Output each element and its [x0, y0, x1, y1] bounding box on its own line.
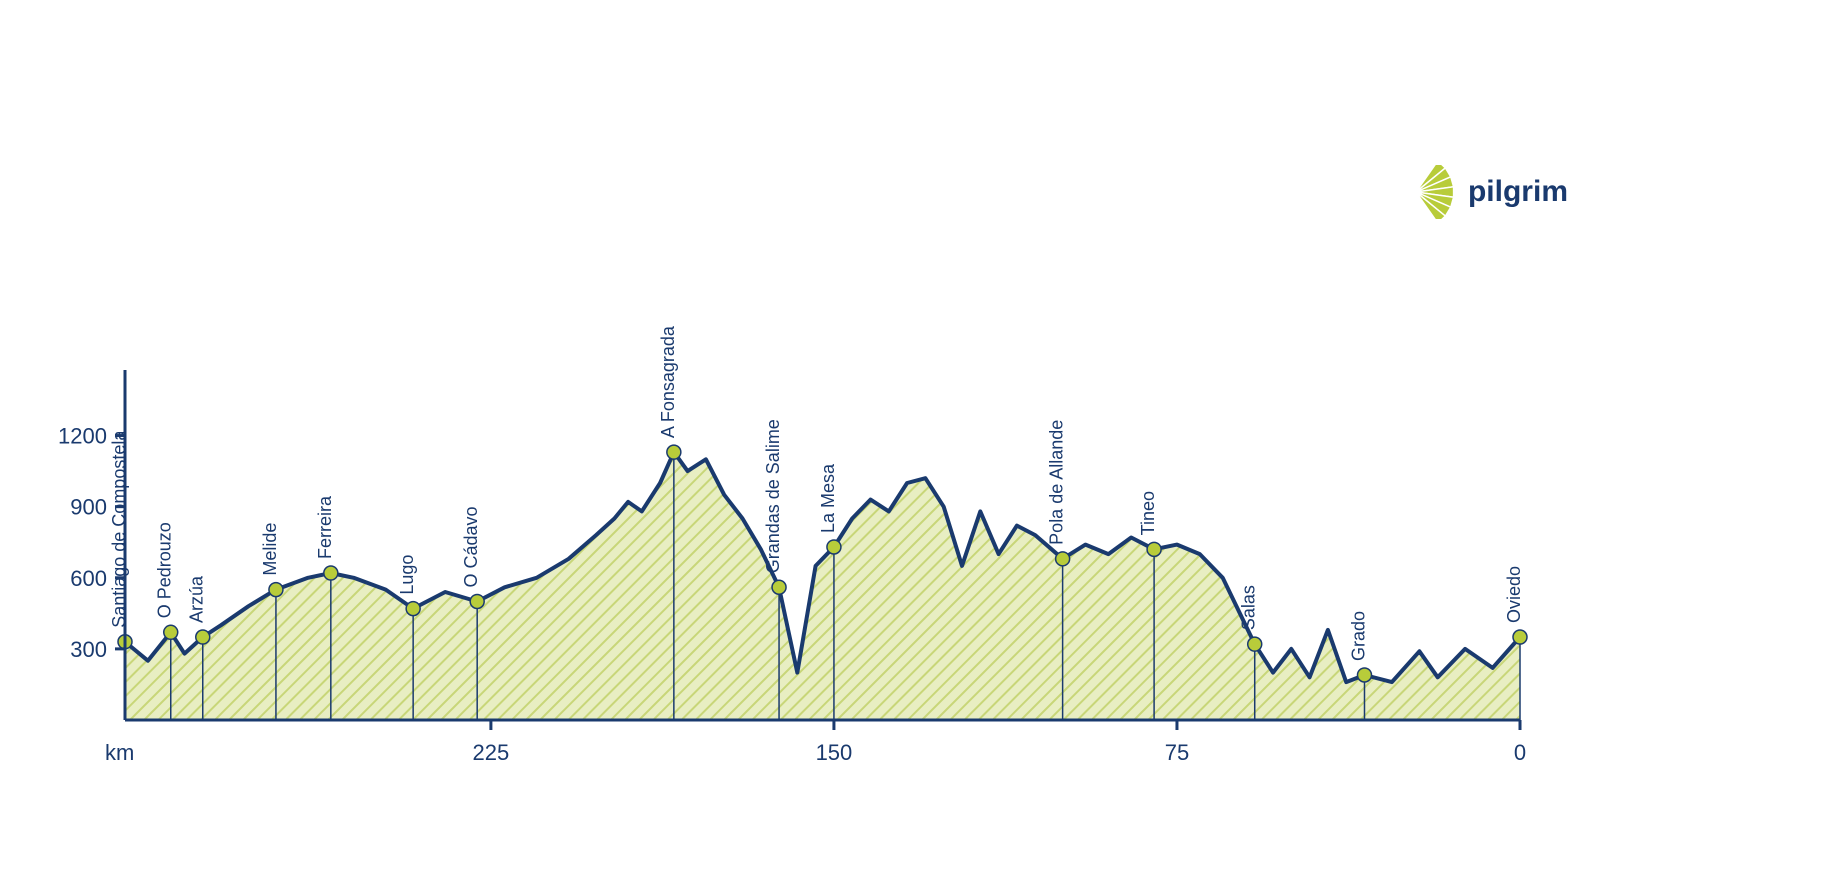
x-tick-label: 150 [816, 740, 853, 765]
waypoint-label: Lugo [397, 555, 417, 595]
waypoint-label: Salas [1239, 585, 1259, 630]
y-tick-label: 300 [70, 637, 107, 662]
waypoint-label: Grandas de Salime [763, 419, 783, 573]
waypoint-label: O Pedrouzo [155, 522, 175, 618]
brand-logo: pilgrim [1402, 165, 1568, 219]
waypoint-label: Tineo [1138, 491, 1158, 535]
waypoint-label: Melide [260, 523, 280, 576]
waypoint-label: Ferreira [315, 495, 335, 559]
y-tick-label: 900 [70, 495, 107, 520]
brand-text: pilgrim [1468, 175, 1568, 209]
x-tick-label: 225 [473, 740, 510, 765]
elevation-chart-container: Santiago de CompostelaO PedrouzoArzúaMel… [0, 0, 1848, 896]
y-tick-label: 1200 [58, 424, 107, 449]
waypoint-label: Grado [1348, 611, 1368, 661]
elevation-chart-svg: Santiago de CompostelaO PedrouzoArzúaMel… [0, 0, 1848, 896]
waypoint-label: O Cádavo [461, 506, 481, 587]
y-tick-label: 600 [70, 566, 107, 591]
waypoint-label: A Fonsagrada [658, 325, 678, 438]
waypoint-label: La Mesa [818, 463, 838, 533]
waypoint-label: Pola de Allande [1047, 420, 1067, 545]
x-tick-label: 75 [1165, 740, 1189, 765]
waypoint-label: Arzúa [187, 575, 207, 623]
x-axis-label: km [105, 740, 134, 765]
waypoint-label: Oviedo [1504, 566, 1524, 623]
shell-icon [1402, 165, 1456, 219]
x-tick-label: 0 [1514, 740, 1526, 765]
